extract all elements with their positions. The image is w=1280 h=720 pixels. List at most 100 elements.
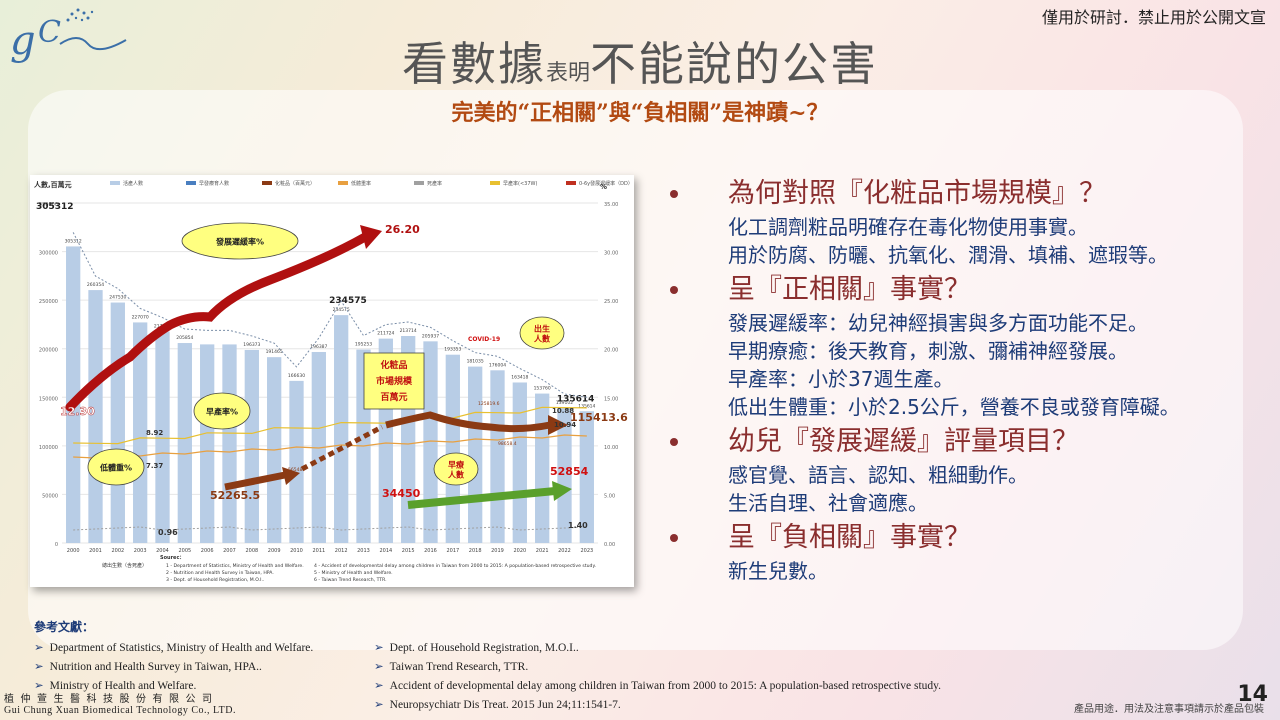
- preterm-end-value: 10.88: [552, 407, 574, 415]
- cos-end-value: 115413.6: [570, 411, 628, 424]
- legend-label: 早產率(<37W): [503, 180, 537, 187]
- lbw-callout-text: 低體重%: [99, 463, 132, 473]
- x-tick-label: 2015: [402, 548, 415, 554]
- birth-bar: [468, 366, 483, 543]
- x-tick-label: 2012: [335, 548, 348, 554]
- legend-label: 早發療育人數: [199, 180, 229, 187]
- arrow-bullet-icon: ➢: [374, 661, 384, 673]
- reference-item: ➢ Taiwan Trend Research, TTR.: [374, 661, 529, 673]
- x-tick-label: 2008: [245, 548, 258, 554]
- legend-label: 化粧品（百萬元）: [275, 180, 315, 187]
- covid-label: COVID-19: [468, 336, 500, 343]
- bullet-item: 呈『負相關』事實？ 新生兒數。: [660, 519, 1270, 585]
- arrow-bullet-icon: ➢: [34, 642, 44, 654]
- bullet-subtext: 新生兒數。: [728, 559, 828, 583]
- birth-bar: [110, 302, 125, 543]
- lbw-callout-bubble: [87, 448, 145, 486]
- birth-2012-label: 234575: [329, 296, 367, 306]
- lbw-end-value: 10.94: [554, 421, 576, 429]
- bullet-subtext: 用於防腐、防曬、抗氧化、潤滑、填補、遮瑕等。: [728, 243, 1168, 267]
- total-births-line: [72, 232, 587, 398]
- bar-value-label: 205854: [176, 335, 193, 341]
- births-callout-text: 人數: [534, 334, 550, 344]
- left-tick-label: 150000: [39, 396, 58, 402]
- cosmetic-arrowhead-1-icon: [282, 467, 300, 485]
- bar-value-label: 176004: [489, 362, 506, 368]
- birth-2023-label: 135614: [557, 394, 595, 404]
- early-callout-text: 人數: [448, 470, 464, 480]
- bullet-item: 呈『正相關』事實？ 發展遲緩率：幼兒神經損害與多方面功能不足。 早期療癒：後天教育，…: [660, 271, 1270, 421]
- cosmetic-arrowhead-2-icon: [548, 415, 568, 435]
- svg-text:g: g: [10, 18, 36, 64]
- legend-swatch: [338, 181, 348, 185]
- early-callout-bubble: [433, 452, 479, 486]
- bullet-item: 幼兒『發展遲緩』評量項目？ 感官覺、語言、認知、粗細動作。 生活自理、社會適應。: [660, 423, 1270, 517]
- legend-label: 活產人數: [123, 180, 143, 187]
- legend-swatch: [414, 181, 424, 185]
- x-tick-label: 2003: [134, 548, 147, 554]
- right-tick-label: 30.00: [604, 251, 618, 257]
- bar-value-label: 196387: [310, 344, 327, 350]
- x-tick-label: 2023: [580, 548, 593, 554]
- legend-swatch: [490, 181, 500, 185]
- left-tick-label: 200000: [39, 348, 58, 354]
- early-arrow: [407, 487, 556, 509]
- bar-value-label: 195253: [355, 342, 372, 348]
- birth-bar: [200, 344, 215, 543]
- birth-bar: [535, 393, 550, 543]
- y-right-unit: %: [600, 183, 607, 191]
- mid-cos2-label: 98658.4: [498, 441, 517, 447]
- arrow-bullet-icon: ➢: [374, 699, 384, 711]
- bullet-list: 為何對照『化粧品市場規模』？ 化工調劑粧品明確存在毒化物使用事實。用於防腐、防曬、…: [660, 175, 1270, 585]
- title-part1: 看數據: [401, 37, 546, 91]
- y-left-unit: 人數,百萬元: [34, 180, 72, 189]
- cosmetic-dotted: [300, 424, 384, 472]
- arrow-bullet-icon: ➢: [374, 642, 384, 654]
- bar-value-label: 247530: [109, 295, 126, 301]
- bullet-subtext: 化工調劑粧品明確存在毒化物使用事實。: [728, 215, 1088, 239]
- x-tick-label: 2007: [223, 548, 236, 554]
- x-tick-label: 2014: [379, 548, 392, 554]
- bar-value-label: 227070: [132, 314, 149, 320]
- reference-item: ➢ Neuropsychiatr Dis Treat. 2015 Jun 24;1…: [374, 699, 621, 711]
- reference-item: ➢ Nutrition and Health Survey in Taiwan, …: [34, 661, 262, 673]
- arrow-bullet-icon: ➢: [374, 680, 384, 692]
- source-item: 1 - Department of Statistics, Ministry o…: [166, 563, 304, 569]
- bullet-heading: 為何對照『化粧品市場規模』？: [728, 178, 1106, 209]
- cosmetic-callout-text: 市場規模: [376, 375, 413, 387]
- birth-bar: [289, 380, 304, 543]
- x-tick-label: 2020: [513, 548, 526, 554]
- x-tick-label: 2017: [446, 548, 459, 554]
- x-tick-label: 2000: [67, 548, 80, 554]
- chart-svg: 350000 35.00 300000 30.00 250000 25.00 200000 2…: [34, 180, 633, 583]
- source-item: 3 - Dept. of Household Registration, M.O…: [166, 577, 264, 583]
- preterm-callout-bubble: [193, 392, 251, 430]
- bullet-dot-icon: [670, 534, 678, 542]
- dd-callout-text: 發展遲緩率%: [215, 237, 264, 247]
- left-tick-label: 350000: [39, 202, 58, 208]
- birth-bar: [557, 407, 572, 543]
- left-tick-label: 100000: [39, 445, 58, 451]
- x-tick-label: 2013: [357, 548, 370, 554]
- birth-bar: [244, 349, 259, 543]
- legend-label: 低體重率: [351, 180, 371, 187]
- birth-bar: [222, 344, 237, 543]
- left-tick-label: 300000: [39, 251, 58, 257]
- cos-start-value: 52265.5: [210, 489, 260, 502]
- source-item: 2 - Nutrition and Health Survey in Taiwa…: [166, 570, 274, 576]
- cosmetic-callout-box: [363, 352, 425, 410]
- bar-value-label: 260354: [87, 282, 104, 288]
- birth-bar: [155, 331, 170, 543]
- arrow-bullet-icon: ➢: [34, 680, 44, 692]
- source-item: 4 - Accident of developmental delay amon…: [314, 563, 596, 569]
- legend-swatch: [262, 181, 272, 185]
- early-end-value: 52854: [550, 465, 589, 478]
- x-tick-label: 2004: [156, 548, 169, 554]
- slide-subtitle: 完美的“正相關”與“負相關”是神蹟~？: [451, 100, 829, 126]
- bullet-subtext: 感官覺、語言、認知、粗細動作。: [728, 463, 1028, 487]
- cos-2006-label: 56548: [288, 467, 302, 473]
- dd-arrowhead-icon: [360, 225, 382, 249]
- company-en: Gui Chung Xuan Biomedical Technology Co.…: [4, 705, 237, 716]
- x-tick-label: 2019: [491, 548, 504, 554]
- x-tick-label: 2006: [201, 548, 214, 554]
